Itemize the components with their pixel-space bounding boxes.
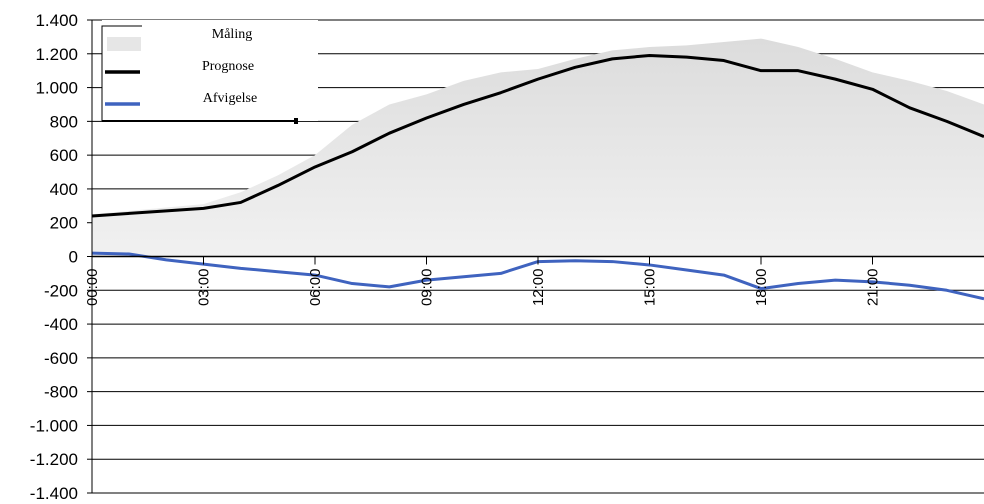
y-tick-label: 0 [69, 248, 78, 267]
y-tick-label: -800 [44, 383, 78, 402]
legend-label-0: Måling [212, 27, 252, 42]
y-tick-label: -400 [44, 315, 78, 334]
y-tick-label: -1.400 [30, 484, 78, 503]
legend-label-1: Prognose [202, 59, 254, 74]
y-tick-label: 600 [50, 146, 78, 165]
legend-label-2: Afvigelse [203, 91, 257, 106]
x-tick-label: 09:00 [419, 269, 436, 307]
x-tick-label: 15:00 [642, 269, 659, 307]
y-axis-tick-labels: 1.400 1.200 1.000 800 600 400 200 0 -200 -400 -600… [30, 11, 92, 503]
y-tick-label: 1.000 [35, 79, 78, 98]
x-axis-tick-labels: 00:00 03:00 06:00 09:00 12:00 15:00 18:00 21:00 [84, 256, 882, 307]
y-tick-label: -200 [44, 281, 78, 300]
legend-swatch-maaling [107, 37, 141, 51]
y-tick-label: -1.000 [30, 416, 78, 435]
y-tick-label: 800 [50, 112, 78, 131]
series-prognose-line [91, 53, 984, 218]
x-tick-label: 00:00 [84, 269, 101, 307]
x-tick-label: 03:00 [196, 269, 213, 307]
y-tick-label: 1.400 [35, 11, 78, 30]
y-tick-label: 200 [50, 214, 78, 233]
x-tick-label: 12:00 [530, 269, 547, 307]
maaling-area-layer [92, 38, 984, 257]
legend: Måling Prognose Afvigelse [101, 20, 318, 124]
y-tick-label: -1.200 [30, 450, 78, 469]
y-tick-label: 400 [50, 180, 78, 199]
series-maaling-area [92, 38, 984, 257]
x-tick-label: 18:00 [753, 269, 770, 307]
x-tick-label: 06:00 [307, 269, 324, 307]
x-tick-label: 21:00 [865, 269, 882, 307]
y-tick-label: 1.200 [35, 45, 78, 64]
y-tick-label: -600 [44, 349, 78, 368]
legend-corner-handle [294, 118, 298, 124]
legend-border-left [101, 25, 142, 121]
